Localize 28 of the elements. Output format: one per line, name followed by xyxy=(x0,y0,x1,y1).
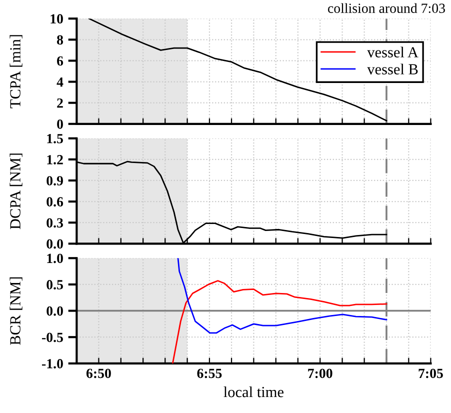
y-tick-label: -0.5 xyxy=(42,332,63,342)
y-tick-label: 0 xyxy=(57,119,63,129)
y-tick-label: 1.0 xyxy=(47,254,63,264)
y-tick-label: 0.6 xyxy=(46,197,64,207)
y-tick-label: 0.5 xyxy=(46,280,63,290)
y-tick-label: 1.5 xyxy=(47,134,63,144)
y-tick-label: 2 xyxy=(57,98,63,108)
ref-line-label: collision around 7:03 xyxy=(328,3,445,14)
y-tick-label: 4 xyxy=(56,77,64,87)
y-axis-title: BCR [NM] xyxy=(10,277,22,345)
y-tick-label: 0.0 xyxy=(46,239,63,249)
y-tick-label: 1.2 xyxy=(47,155,63,164)
legend-label: vessel A xyxy=(367,46,418,58)
x-axis-title: local time xyxy=(224,386,284,398)
x-tick-label: 7:05 xyxy=(418,368,443,378)
x-tick-label: 7:00 xyxy=(308,368,332,378)
legend-label: vessel B xyxy=(367,64,418,74)
y-axis-title: TCPA [min] xyxy=(10,35,22,108)
x-tick-label: 6:50 xyxy=(86,368,111,378)
y-tick-label: 6 xyxy=(57,56,64,66)
y-tick-label: -1.0 xyxy=(42,359,63,368)
y-axis-title: DCPA [NM] xyxy=(10,154,22,230)
x-tick-label: 6:55 xyxy=(197,368,222,378)
y-tick-label: 0.0 xyxy=(46,306,63,316)
y-tick-label: 8 xyxy=(56,35,64,45)
y-tick-label: 10 xyxy=(50,14,63,24)
y-tick-label: 0.9 xyxy=(46,176,63,186)
y-tick-label: 0.3 xyxy=(46,218,63,228)
